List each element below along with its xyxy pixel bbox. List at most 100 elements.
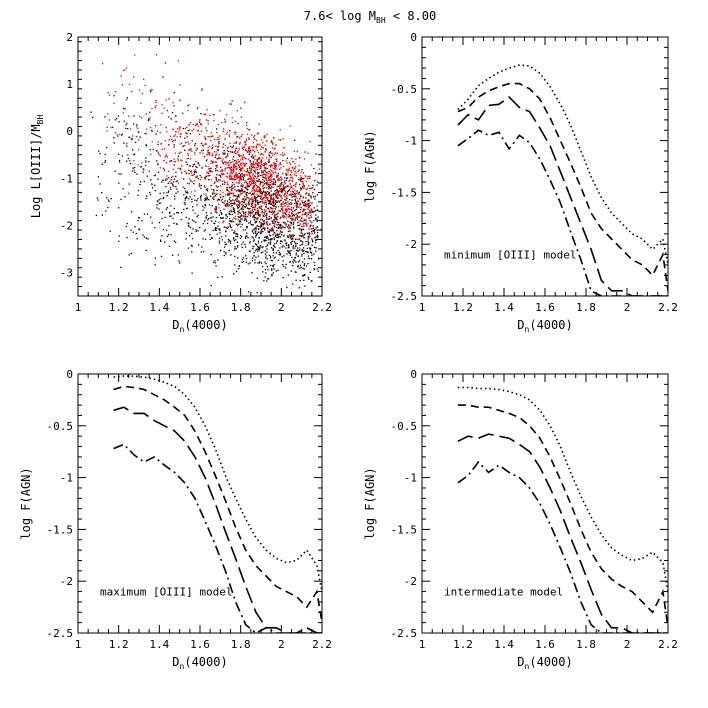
scatter-point (250, 171, 252, 173)
scatter-point (299, 267, 301, 269)
scatter-point (272, 205, 274, 208)
scatter-point (290, 238, 293, 240)
scatter-point (244, 206, 247, 208)
scatter-point (272, 222, 274, 224)
scatter-point (298, 220, 300, 222)
scatter-point (291, 199, 293, 201)
scatter-point (271, 163, 273, 166)
scatter-point (228, 220, 231, 222)
x-tick-label: 1 (75, 638, 82, 651)
scatter-point (198, 185, 201, 187)
scatter-point (273, 268, 275, 270)
scatter-point (305, 205, 308, 208)
scatter-point (287, 169, 290, 171)
scatter-point (213, 198, 215, 200)
scatter-point (257, 212, 259, 214)
scatter-point (213, 151, 215, 153)
scatter-point (200, 176, 203, 178)
scatter-point (207, 136, 209, 138)
scatter-point (229, 178, 231, 181)
scatter-point (268, 185, 270, 187)
scatter-point (241, 134, 243, 136)
scatter-point (244, 143, 247, 146)
scatter-point (242, 208, 244, 210)
scatter-point (253, 195, 256, 197)
scatter-point (302, 210, 304, 213)
scatter-point (256, 233, 258, 235)
scatter-point (294, 199, 296, 202)
scatter-point (295, 174, 297, 177)
scatter-point (204, 220, 206, 222)
scatter-point (298, 206, 300, 208)
scatter-point (239, 156, 241, 158)
scatter-point (276, 224, 278, 226)
scatter-point (146, 128, 148, 130)
scatter-point (252, 186, 254, 188)
scatter-point (280, 216, 282, 218)
scatter-point (269, 174, 272, 176)
scatter-point (272, 212, 274, 214)
scatter-point (216, 164, 218, 166)
scatter-point (125, 124, 127, 126)
y-tick-label: 0 (66, 125, 73, 138)
scatter-point (205, 178, 207, 180)
scatter-point (299, 204, 301, 206)
scatter-point (251, 194, 253, 196)
scatter-point (267, 199, 269, 202)
scatter-point (293, 222, 295, 224)
scatter-point (200, 113, 202, 115)
scatter-point (288, 180, 290, 182)
scatter-point (236, 196, 239, 198)
scatter-point (234, 215, 236, 217)
scatter-point (261, 194, 263, 196)
scatter-point (241, 218, 243, 220)
scatter-point (179, 133, 181, 135)
scatter-point (223, 150, 225, 152)
scatter-point (185, 192, 187, 194)
scatter-point (200, 199, 202, 201)
scatter-point (255, 250, 257, 252)
scatter-point (246, 196, 248, 199)
scatter-point (308, 205, 310, 208)
scatter-point (175, 121, 177, 123)
scatter-point (299, 238, 301, 240)
scatter-point (210, 132, 212, 134)
scatter-point (309, 251, 312, 253)
scatter-point (287, 235, 289, 237)
scatter-point (245, 198, 247, 201)
scatter-point (295, 201, 297, 203)
scatter-point (255, 236, 257, 238)
scatter-point (107, 206, 109, 209)
scatter-point (257, 262, 259, 264)
scatter-point (256, 292, 258, 294)
scatter-point (179, 143, 181, 145)
scatter-point (146, 213, 149, 215)
scatter-point (310, 224, 312, 227)
scatter-point (245, 255, 247, 257)
y-tick-label: 0 (410, 31, 417, 44)
scatter-point (315, 153, 317, 155)
scatter-point (270, 217, 272, 220)
scatter-point (281, 152, 284, 154)
scatter-point (237, 154, 240, 156)
scatter-point (138, 139, 140, 141)
scatter-point (317, 216, 319, 218)
scatter-point (291, 203, 293, 205)
scatter-point (108, 94, 111, 96)
scatter-point (180, 218, 182, 221)
scatter-point (252, 149, 254, 151)
scatter-point (257, 196, 259, 198)
scatter-point (311, 238, 313, 240)
scatter-point (293, 258, 295, 261)
scatter-point (272, 200, 274, 203)
scatter-point (238, 189, 240, 191)
scatter-point (220, 236, 223, 238)
x-tick-label: 1.6 (190, 301, 210, 314)
scatter-point (252, 229, 254, 231)
scatter-point (293, 241, 296, 243)
scatter-point (242, 229, 244, 231)
scatter-point (287, 174, 289, 176)
scatter-point (257, 194, 260, 196)
scatter-point (164, 216, 166, 218)
scatter-point (260, 181, 263, 183)
